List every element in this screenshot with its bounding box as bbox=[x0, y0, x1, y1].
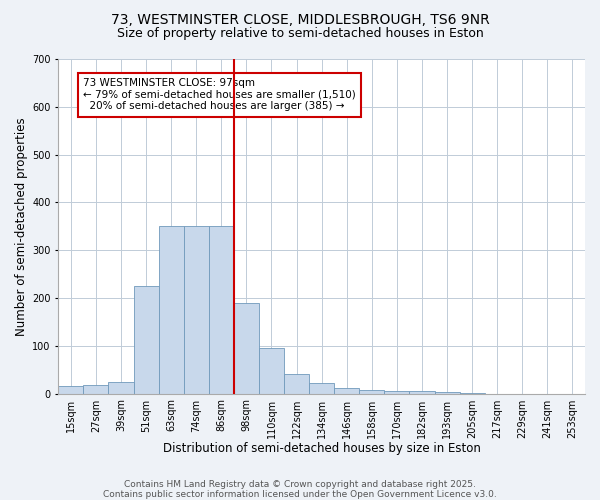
Bar bbox=[83, 385, 109, 394]
Bar bbox=[334, 388, 359, 394]
Y-axis label: Number of semi-detached properties: Number of semi-detached properties bbox=[15, 117, 28, 336]
Bar bbox=[359, 390, 385, 394]
Text: 73, WESTMINSTER CLOSE, MIDDLESBROUGH, TS6 9NR: 73, WESTMINSTER CLOSE, MIDDLESBROUGH, TS… bbox=[110, 12, 490, 26]
Bar bbox=[184, 226, 209, 394]
Bar bbox=[234, 303, 259, 394]
Bar bbox=[259, 348, 284, 394]
Bar bbox=[434, 392, 460, 394]
Text: Contains HM Land Registry data © Crown copyright and database right 2025.: Contains HM Land Registry data © Crown c… bbox=[124, 480, 476, 489]
Text: Size of property relative to semi-detached houses in Eston: Size of property relative to semi-detach… bbox=[116, 28, 484, 40]
Text: 73 WESTMINSTER CLOSE: 97sqm
← 79% of semi-detached houses are smaller (1,510)
  : 73 WESTMINSTER CLOSE: 97sqm ← 79% of sem… bbox=[83, 78, 356, 112]
Bar bbox=[109, 382, 134, 394]
Bar bbox=[58, 386, 83, 394]
Bar bbox=[309, 383, 334, 394]
Text: Contains public sector information licensed under the Open Government Licence v3: Contains public sector information licen… bbox=[103, 490, 497, 499]
Bar bbox=[385, 390, 409, 394]
Bar bbox=[134, 286, 158, 394]
Bar bbox=[409, 391, 434, 394]
Bar bbox=[158, 226, 184, 394]
X-axis label: Distribution of semi-detached houses by size in Eston: Distribution of semi-detached houses by … bbox=[163, 442, 481, 455]
Bar bbox=[284, 374, 309, 394]
Bar bbox=[209, 226, 234, 394]
